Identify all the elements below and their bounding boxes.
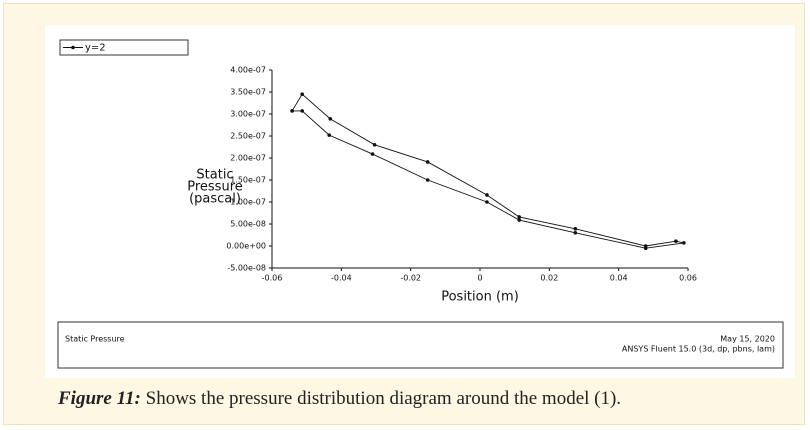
data-point <box>485 200 489 204</box>
data-point <box>573 227 578 231</box>
y-tick-label: 5.00e-08 <box>230 220 266 229</box>
footer-software: ANSYS Fluent 15.0 (3d, dp, pbns, lam) <box>622 345 775 354</box>
data-point <box>300 109 304 113</box>
y-tick-label: 0.00e+00 <box>226 242 266 251</box>
y-axis-label: Static <box>196 168 233 183</box>
y-tick-label: 1.00e-07 <box>230 198 266 207</box>
legend-label: y=2 <box>85 43 106 54</box>
x-tick-label: 0 <box>477 274 482 283</box>
y-tick-label: 1.50e-07 <box>230 176 266 185</box>
legend-marker <box>71 45 75 50</box>
data-point <box>643 246 648 250</box>
x-tick-label: -0.04 <box>331 274 352 283</box>
data-point <box>425 160 430 164</box>
caption: Figure 11: Shows the pressure distributi… <box>58 388 621 410</box>
x-tick-label: 0.02 <box>540 274 558 283</box>
legend-box <box>59 39 189 56</box>
y-tick-label: 4.00e-07 <box>230 66 266 75</box>
y-tick-label: 3.00e-07 <box>230 110 266 119</box>
y-axis-label: (pascal) <box>189 192 241 207</box>
chart: y=2 Static Pressure (pascal) Position (m… <box>45 25 795 378</box>
series-line <box>291 93 684 249</box>
data-point <box>682 241 686 245</box>
footer-title: Static Pressure <box>65 335 125 344</box>
data-point <box>328 117 333 121</box>
data-point <box>517 215 521 219</box>
data-point <box>517 218 521 222</box>
footer-date: May 15, 2020 <box>720 335 775 344</box>
caption-label: Figure 11: <box>58 388 141 409</box>
y-tick-label: -5.00e-08 <box>227 264 266 273</box>
footer-box <box>57 321 784 369</box>
x-tick-label: -0.06 <box>262 274 283 283</box>
data-point <box>372 143 377 147</box>
y-axis-label: Pressure <box>187 180 243 195</box>
x-tick-label: -0.02 <box>400 274 421 283</box>
x-tick-label: 0.04 <box>610 274 628 283</box>
data-point <box>327 133 332 137</box>
data-point <box>300 92 304 96</box>
y-tick-label: 2.00e-07 <box>230 154 266 163</box>
chart-background <box>45 25 795 378</box>
data-point <box>573 231 578 235</box>
y-tick-label: 2.50e-07 <box>230 132 266 141</box>
data-point <box>425 178 430 182</box>
data-point <box>674 239 678 243</box>
y-tick-label: 3.50e-07 <box>230 88 266 97</box>
data-point <box>485 193 489 197</box>
x-axis-label: Position (m) <box>441 290 519 305</box>
data-point <box>290 109 294 113</box>
data-point <box>370 152 375 156</box>
caption-text: Shows the pressure distribution diagram … <box>145 388 622 409</box>
x-tick-label: 0.06 <box>679 274 697 283</box>
